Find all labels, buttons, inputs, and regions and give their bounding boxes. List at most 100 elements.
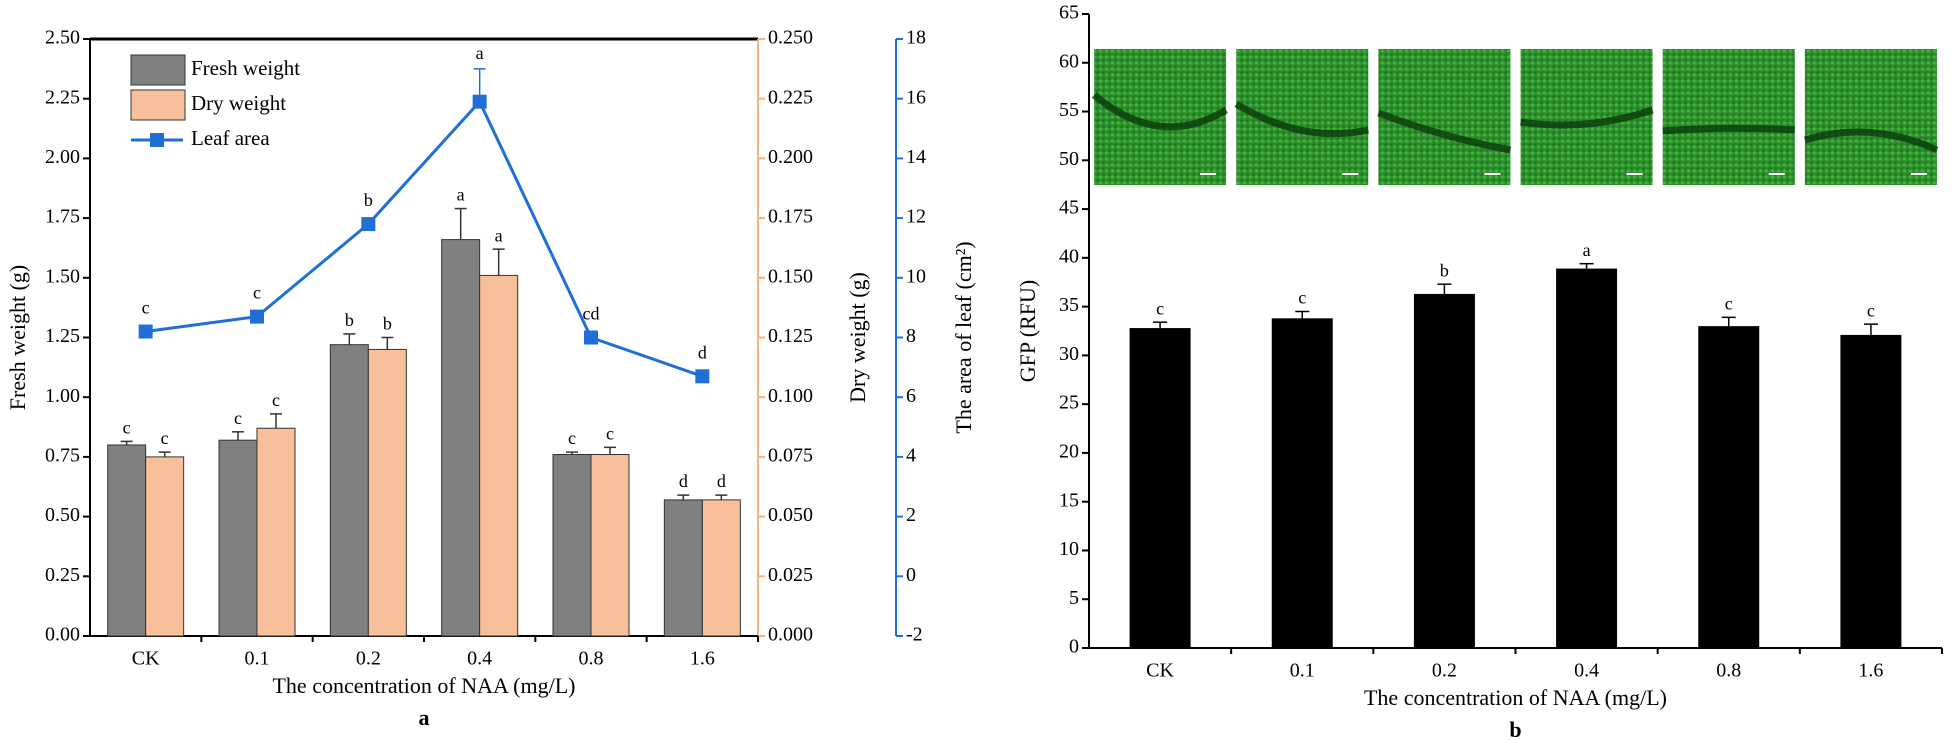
tick-label: 6 bbox=[906, 385, 916, 407]
legend-swatch bbox=[130, 89, 186, 121]
x-tick-label: 0.4 bbox=[467, 648, 492, 670]
bar bbox=[1413, 293, 1475, 648]
tick-label: -2 bbox=[906, 624, 923, 646]
sig-label: b bbox=[364, 190, 373, 210]
micrograph-vein bbox=[1091, 92, 1228, 131]
sig-label: c bbox=[1867, 300, 1875, 320]
marker bbox=[584, 330, 598, 345]
tick-label: 50 bbox=[1059, 148, 1079, 170]
sig-label: d bbox=[717, 471, 726, 491]
micrograph-vein bbox=[1803, 128, 1939, 154]
sig-label: a bbox=[495, 225, 503, 245]
x-tick-label: CK bbox=[1146, 660, 1174, 682]
x-tick-label: 0.1 bbox=[245, 648, 270, 670]
sig-label: b bbox=[383, 314, 392, 334]
tick-label: 20 bbox=[1059, 441, 1079, 463]
x-tick-label: 0.8 bbox=[579, 648, 604, 670]
caption: a bbox=[419, 705, 430, 730]
legend-label: Leaf area bbox=[191, 126, 270, 150]
tick-label: 2.50 bbox=[45, 27, 80, 49]
tick-label: 1.25 bbox=[45, 325, 80, 347]
micrograph bbox=[1804, 49, 1937, 185]
tick-label: 2.00 bbox=[45, 146, 80, 168]
tick-label: 8 bbox=[906, 325, 916, 347]
caption: b bbox=[1509, 717, 1521, 740]
tick-label: 1.00 bbox=[45, 385, 80, 407]
tick-label: 0.250 bbox=[768, 27, 813, 49]
bar bbox=[701, 499, 741, 637]
legend-label: Fresh weight bbox=[191, 56, 300, 80]
micrograph-vein bbox=[1377, 109, 1512, 154]
tick-label: 0.025 bbox=[768, 564, 813, 586]
sig-label: d bbox=[679, 471, 688, 491]
sig-label: c bbox=[161, 428, 169, 448]
sig-label: cd bbox=[583, 304, 600, 324]
bar bbox=[479, 274, 519, 637]
legend-swatch bbox=[130, 54, 186, 86]
tick-label: 0.175 bbox=[768, 206, 813, 228]
tick-label: 40 bbox=[1059, 245, 1079, 267]
tick-label: 0.075 bbox=[768, 444, 813, 466]
x-tick-label: 0.8 bbox=[1716, 660, 1741, 682]
legend-label: Dry weight bbox=[191, 91, 286, 115]
x-tick-label: 0.4 bbox=[1574, 660, 1599, 682]
tick-label: 16 bbox=[906, 86, 926, 108]
tick-label: 1.75 bbox=[45, 206, 80, 228]
tick-label: 18 bbox=[906, 27, 926, 49]
sig-label: c bbox=[606, 423, 614, 443]
line bbox=[145, 99, 703, 378]
marker bbox=[250, 309, 264, 324]
tick-label: 2 bbox=[906, 504, 916, 526]
sig-label: c bbox=[1156, 298, 1164, 318]
x-axis-title: The concentration of NAA (mg/L) bbox=[1364, 685, 1667, 710]
bar bbox=[1840, 334, 1902, 648]
micrograph-vein bbox=[1662, 124, 1795, 135]
marker bbox=[472, 94, 487, 109]
tick-label: 10 bbox=[906, 265, 926, 287]
tick-label: 0.125 bbox=[768, 325, 813, 347]
tick-label: 60 bbox=[1059, 50, 1079, 72]
axis-title: The area of leaf (cm²) bbox=[951, 241, 976, 433]
sig-label: a bbox=[476, 43, 484, 63]
sig-label: a bbox=[457, 185, 465, 205]
bar bbox=[1271, 318, 1333, 648]
tick-label: 0.25 bbox=[45, 564, 80, 586]
tick-label: 4 bbox=[906, 444, 916, 466]
sig-label: c bbox=[272, 390, 280, 410]
tick-label: 0.200 bbox=[768, 146, 813, 168]
marker bbox=[138, 324, 153, 339]
bar bbox=[1129, 328, 1191, 648]
x-axis-title: The concentration of NAA (mg/L) bbox=[272, 673, 575, 698]
sig-label: c bbox=[123, 418, 131, 438]
tick-label: 12 bbox=[906, 206, 926, 228]
tick-label: 25 bbox=[1059, 392, 1079, 414]
x-tick-label: CK bbox=[132, 648, 160, 670]
bar bbox=[145, 456, 185, 637]
x-tick-label: 0.1 bbox=[1290, 660, 1315, 682]
micrograph bbox=[1662, 49, 1795, 185]
sig-label: b bbox=[1440, 260, 1449, 280]
bar bbox=[1556, 268, 1618, 648]
tick-label: 0.000 bbox=[768, 624, 813, 646]
tick-label: 35 bbox=[1059, 294, 1079, 316]
tick-label: 0.050 bbox=[768, 504, 813, 526]
sig-label: c bbox=[253, 283, 261, 303]
micrograph-vein bbox=[1520, 106, 1654, 129]
marker bbox=[695, 369, 710, 384]
sig-label: c bbox=[1725, 293, 1733, 313]
tick-label: 0 bbox=[906, 564, 916, 586]
tick-label: 0 bbox=[1069, 636, 1079, 658]
tick-label: 45 bbox=[1059, 197, 1079, 219]
tick-label: 0.150 bbox=[768, 265, 813, 287]
x-tick-label: 0.2 bbox=[1432, 660, 1457, 682]
axis-title: Fresh weight (g) bbox=[5, 265, 30, 410]
bar bbox=[663, 499, 703, 637]
tick-label: 2.25 bbox=[45, 86, 80, 108]
tick-label: 30 bbox=[1059, 343, 1079, 365]
sig-label: c bbox=[142, 298, 150, 318]
x-tick-label: 1.6 bbox=[690, 648, 715, 670]
legend-marker bbox=[150, 133, 164, 147]
tick-label: 55 bbox=[1059, 99, 1079, 121]
tick-label: 0.00 bbox=[45, 624, 80, 646]
